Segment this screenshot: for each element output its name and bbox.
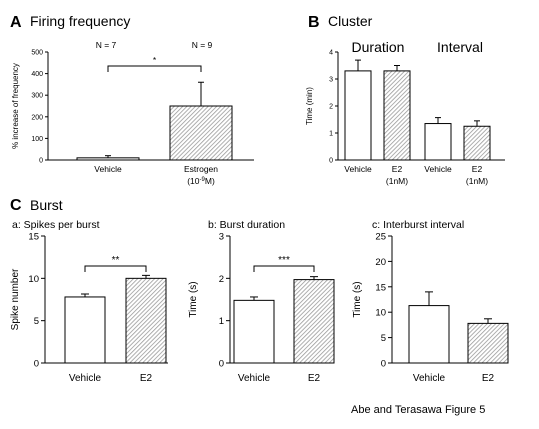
chart-b-category-label: Vehicle <box>344 164 372 174</box>
chart-b-tick-label: 1 <box>329 131 333 138</box>
chart-ca-y-label: Spike number <box>10 268 21 330</box>
chart-cc-y-label: Time (s) <box>352 281 363 317</box>
chart-cb-category-label: E2 <box>308 373 321 384</box>
panel-b-group-interval: Interval <box>437 39 483 55</box>
chart-ca-tick-label: 15 <box>28 232 39 243</box>
chart-a-significance-label: * <box>153 55 157 65</box>
chart-a-significance-bracket <box>107 65 202 72</box>
chart-cb-bar <box>233 299 275 364</box>
panel-a-n-estrogen: N = 9 <box>192 40 213 50</box>
chart-b-category-label: E2 <box>392 164 403 174</box>
chart-ca-bar <box>64 296 106 364</box>
chart-cc-tick-label: 5 <box>381 333 386 344</box>
chart-cc-title: c: Interburst interval <box>372 219 464 231</box>
panel-b-title: Cluster <box>328 13 373 29</box>
chart-b-tick-label: 2 <box>329 104 333 111</box>
chart-b-bar <box>344 70 372 161</box>
chart-b-y-label: Time (min) <box>305 87 314 125</box>
panel-a-letter: A <box>10 14 22 31</box>
chart-a-tick-label: 100 <box>31 136 43 143</box>
chart-cb-tick-label: 3 <box>219 232 224 243</box>
chart-ca-tick-label: 0 <box>34 359 39 370</box>
chart-b-category-sublabel: (1nM) <box>466 176 488 186</box>
chart-ca-significance-bracket <box>84 265 147 272</box>
chart-b-bar <box>463 125 491 161</box>
chart-cc-bar <box>467 322 509 364</box>
chart-cc-tick-label: 0 <box>381 359 386 370</box>
chart-ca-bar <box>125 277 167 364</box>
chart-cb-title: b: Burst duration <box>208 219 285 231</box>
chart-b-tick-label: 0 <box>329 158 333 165</box>
chart-cb-significance-label: *** <box>278 255 290 266</box>
panel-a-n-vehicle: N = 7 <box>96 40 117 50</box>
chart-cb-tick-label: 0 <box>219 359 224 370</box>
panel-b-letter: B <box>308 14 320 31</box>
chart-cb-significance-bracket <box>253 265 315 272</box>
chart-cc-tick-label: 20 <box>375 257 386 268</box>
chart-ca-tick-label: 10 <box>28 274 39 285</box>
chart-cb-y-label: Time (s) <box>188 281 199 317</box>
chart-b-tick-label: 3 <box>329 77 333 84</box>
panel-c-letter: C <box>10 197 22 214</box>
chart-a-category-label: Estrogen <box>184 164 218 174</box>
chart-ca-tick-label: 5 <box>34 316 39 327</box>
chart-cc-tick-label: 10 <box>375 308 386 319</box>
chart-cc-bar <box>408 305 450 364</box>
chart-a-tick-label: 400 <box>31 71 43 78</box>
chart-cc-category-label: E2 <box>482 373 495 384</box>
figure-caption: Abe and Terasawa Figure 5 <box>351 404 485 416</box>
chart-cb-tick-label: 2 <box>219 274 224 285</box>
chart-a-bar <box>169 105 233 161</box>
chart-cc-tick-label: 25 <box>375 232 386 243</box>
panel-b-group-duration: Duration <box>352 39 405 55</box>
chart-a-tick-label: 300 <box>31 93 43 100</box>
chart-a-tick-label: 200 <box>31 114 43 121</box>
panel-a-title: Firing frequency <box>30 13 130 29</box>
chart-b-category-label: Vehicle <box>424 164 452 174</box>
panel-c-title: Burst <box>30 197 63 213</box>
chart-a-category-sublabel: (10-9M) <box>187 176 215 186</box>
chart-a-bar <box>76 157 140 161</box>
chart-b-bar <box>424 123 452 161</box>
chart-cb-category-label: Vehicle <box>238 373 271 384</box>
chart-ca-significance-label: ** <box>112 255 120 266</box>
chart-cb-bar <box>293 279 335 364</box>
chart-ca-title: a: Spikes per burst <box>12 219 100 231</box>
chart-b-tick-label: 4 <box>329 50 333 57</box>
chart-b-category-sublabel: (1nM) <box>386 176 408 186</box>
chart-ca-category-label: Vehicle <box>69 373 102 384</box>
chart-a-tick-label: 500 <box>31 50 43 57</box>
chart-cb-tick-label: 1 <box>219 316 224 327</box>
chart-cc-tick-label: 15 <box>375 282 386 293</box>
chart-cc-category-label: Vehicle <box>413 373 446 384</box>
chart-b-bar <box>383 70 411 161</box>
chart-a-y-label: % increase of frequency <box>11 63 20 149</box>
chart-a-tick-label: 0 <box>39 158 43 165</box>
chart-ca-category-label: E2 <box>140 373 153 384</box>
chart-b-category-label: E2 <box>472 164 483 174</box>
chart-a-category-label: Vehicle <box>94 164 122 174</box>
